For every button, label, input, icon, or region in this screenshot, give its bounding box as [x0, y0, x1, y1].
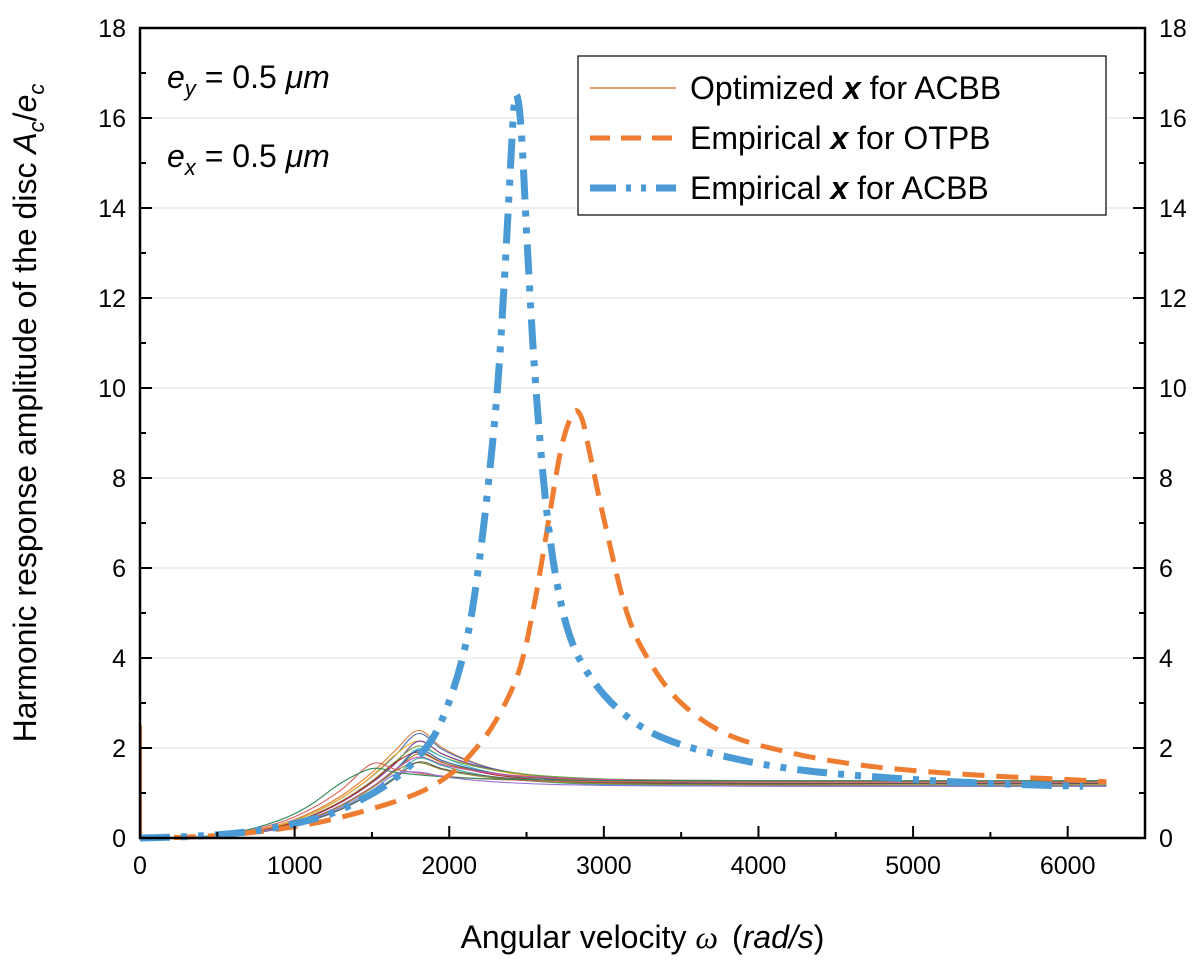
annotation-ex-sub: x: [184, 155, 197, 180]
annotation-ex: ex = 0.5 μm: [167, 138, 330, 180]
annotation-ey-eq: = 0.5: [196, 59, 286, 95]
annotation-ex-unit: μm: [285, 138, 330, 174]
x-axis-title: Angular velocity ω (rad/s): [461, 919, 825, 955]
y-tick-label-left-6: 6: [112, 555, 126, 583]
y-axis-title: Harmonic response amplitude of the disc …: [7, 84, 49, 743]
legend-label-acbb-pre: Empirical: [690, 170, 830, 206]
y-tick-label-left-0: 0: [112, 825, 126, 853]
x-axis-title-paren-close: ): [814, 919, 825, 955]
series-layer: [139, 91, 1107, 842]
series-empirical-x-otpb: [139, 407, 1107, 841]
annotation-ex-var: e: [167, 138, 185, 174]
y-tick-label-left-18: 18: [98, 15, 126, 43]
y-axis-title-slash: /: [7, 112, 43, 121]
legend-label-optimized-post: for ACBB: [861, 70, 1002, 106]
legend: Optimized x for ACBB Empirical x for OTP…: [577, 55, 1107, 216]
annotations: ey = 0.5 μm ex = 0.5 μm: [167, 59, 330, 180]
x-tick-label-1000: 1000: [267, 852, 323, 880]
y-tick-label-right-14: 14: [1159, 195, 1187, 223]
y-tick-label-left-14: 14: [98, 195, 126, 223]
y-axis-title-a: A: [7, 132, 43, 155]
x-tick-label-3000: 3000: [576, 852, 632, 880]
legend-label-acbb-post: for ACBB: [848, 170, 989, 206]
series-empirical-x-acbb: [139, 91, 1084, 842]
y-axis-title-e-sub: c: [24, 84, 49, 95]
y-tick-label-right-6: 6: [1159, 555, 1173, 583]
y-tick-label-right-4: 4: [1159, 645, 1173, 673]
legend-label-optimized-bold: x: [841, 70, 862, 106]
x-tick-label-5000: 5000: [885, 852, 941, 880]
legend-label-acbb-bold: x: [828, 170, 849, 206]
legend-label-otpb-pre: Empirical: [690, 120, 830, 156]
x-axis-title-main: Angular velocity: [461, 919, 696, 955]
annotation-ey-unit: μm: [285, 59, 330, 95]
y-tick-label-right-8: 8: [1159, 465, 1173, 493]
annotation-ey-sub: y: [183, 76, 198, 101]
y-tick-label-left-10: 10: [98, 375, 126, 403]
y-tick-label-right-0: 0: [1159, 825, 1173, 853]
y-tick-label-left-4: 4: [112, 645, 126, 673]
legend-label-empirical-otpb: Empirical x for OTPB: [690, 120, 991, 156]
legend-label-otpb-post: for OTPB: [848, 120, 990, 156]
y-tick-label-left-16: 16: [98, 105, 126, 133]
x-axis-title-unit: rad/s: [743, 919, 814, 955]
x-tick-label-4000: 4000: [731, 852, 787, 880]
tick-marks: [139, 27, 1146, 839]
x-axis-title-symbol: ω: [695, 919, 718, 955]
y-tick-label-right-2: 2: [1159, 735, 1173, 763]
annotation-ex-eq: = 0.5: [196, 138, 286, 174]
x-tick-label-6000: 6000: [1040, 852, 1096, 880]
y-tick-label-right-18: 18: [1159, 15, 1187, 43]
legend-label-empirical-acbb: Empirical x for ACBB: [690, 170, 989, 206]
x-tick-label-0: 0: [133, 852, 147, 880]
y-axis-title-a-sub: c: [24, 121, 49, 132]
y-tick-label-right-12: 12: [1159, 285, 1187, 313]
y-tick-label-left-8: 8: [112, 465, 126, 493]
y-axis-title-e: e: [7, 95, 43, 113]
x-axis-title-paren-open: (: [732, 919, 743, 955]
y-tick-label-right-16: 16: [1159, 105, 1187, 133]
annotation-ey: ey = 0.5 μm: [167, 59, 330, 101]
annotation-ey-var: e: [167, 59, 185, 95]
legend-label-optimized-pre: Optimized: [690, 70, 843, 106]
x-tick-label-2000: 2000: [421, 852, 477, 880]
legend-label-optimized: Optimized x for ACBB: [690, 70, 1001, 106]
y-axis-title-main: Harmonic response amplitude of the disc: [7, 154, 43, 743]
y-tick-label-left-12: 12: [98, 285, 126, 313]
legend-label-otpb-bold: x: [828, 120, 849, 156]
y-tick-label-left-2: 2: [112, 735, 126, 763]
y-tick-label-right-10: 10: [1159, 375, 1187, 403]
